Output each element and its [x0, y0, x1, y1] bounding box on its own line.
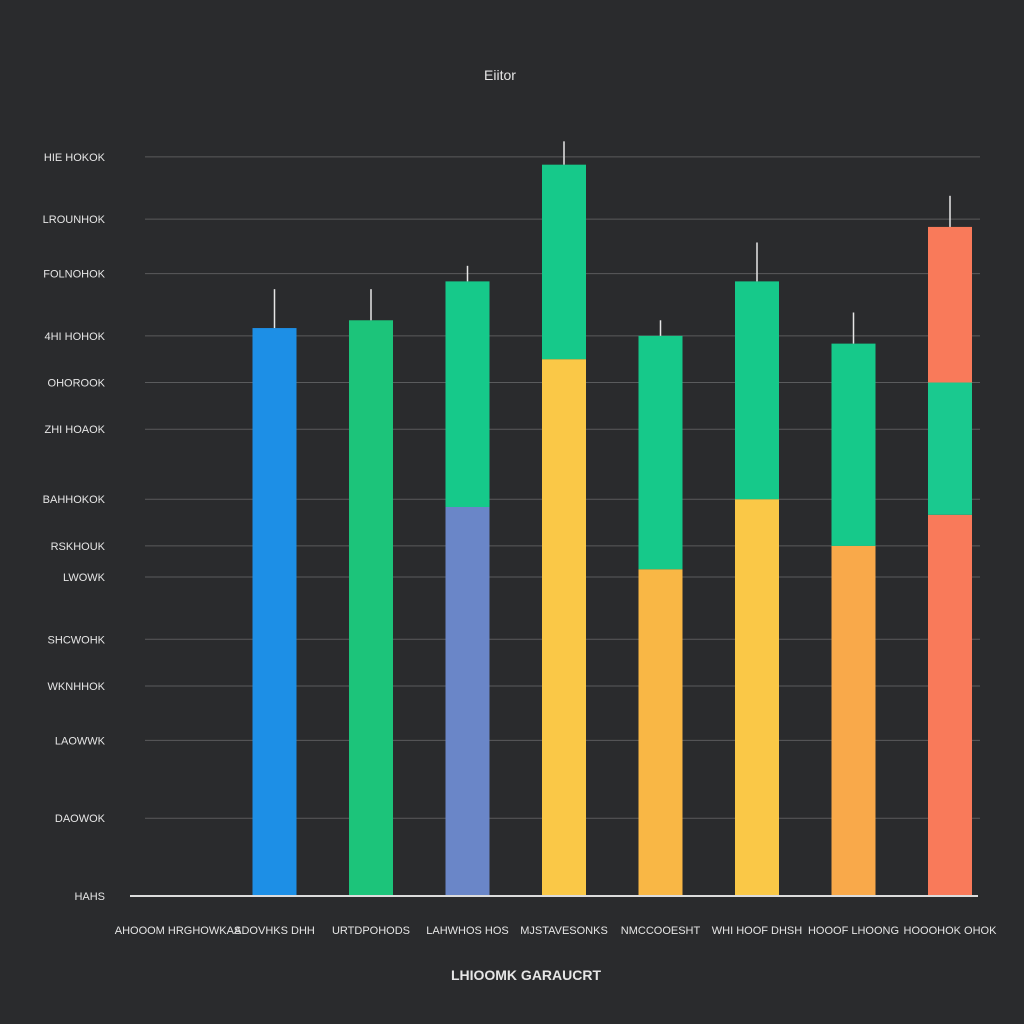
bar-segment — [349, 320, 393, 896]
x-tick-label: HOOOF LHOONG — [808, 925, 899, 937]
bar-segment — [252, 328, 297, 896]
bar-segment — [928, 226, 972, 383]
y-tick-label: LROUNHOK — [43, 214, 106, 226]
y-tick-label: DAOWOK — [55, 813, 106, 825]
y-tick-label: OHOROOK — [48, 378, 106, 390]
bar-segment — [735, 281, 779, 500]
bar-segment — [735, 499, 779, 896]
bars-layer — [252, 141, 972, 896]
bar-segment — [831, 545, 876, 896]
x-tick-label: ADOVHKS DHH — [234, 925, 315, 937]
x-tick-label: URTDPOHODS — [332, 925, 410, 937]
x-tick-label: LAHWHOS HOS — [426, 925, 509, 937]
y-tick-label: FOLNOHOK — [43, 269, 105, 281]
bar-segment — [638, 335, 683, 570]
bar-segment — [445, 507, 490, 896]
y-tick-label: RSKHOUK — [51, 541, 106, 553]
x-axis-title: LHIOOMK GARAUCRT — [451, 967, 602, 983]
x-tick-label: NMCCOOESHT — [621, 925, 701, 937]
y-tick-label: LWOWK — [63, 572, 106, 584]
y-tick-label: BAHHOKOK — [43, 494, 106, 506]
y-tick-label: ZHI HOAOK — [44, 424, 105, 436]
bar-segment — [928, 514, 972, 896]
bar-segment — [445, 281, 490, 507]
y-tick-label: SHCWOHK — [48, 634, 106, 646]
y-tick-label: LAOWWK — [55, 735, 106, 747]
bar-segment — [542, 164, 586, 360]
y-tick-labels: HAHS DAOWOK LAOWWK WKNHHOK SHCWOHK LWOWK RSKHO… — [43, 152, 106, 903]
bar-segment — [831, 343, 876, 546]
bar-segment — [928, 382, 972, 515]
y-tick-label: HAHS — [74, 891, 105, 903]
chart-title: Eiitor — [484, 67, 516, 83]
bar-segment — [542, 359, 586, 896]
y-tick-label: WKNHHOK — [48, 681, 106, 693]
y-tick-label: 4HI HOHOK — [44, 331, 105, 343]
bar-segment — [638, 569, 683, 896]
y-tick-label: HIE HOKOK — [44, 152, 106, 164]
x-tick-label: MJSTAVESONKS — [520, 925, 608, 937]
x-tick-label: HOOOHOK OHOK — [904, 925, 998, 937]
x-tick-label: AHOOOM HRGHOWKAS — [115, 925, 242, 937]
x-tick-label: WHI HOOF DHSH — [712, 925, 802, 937]
